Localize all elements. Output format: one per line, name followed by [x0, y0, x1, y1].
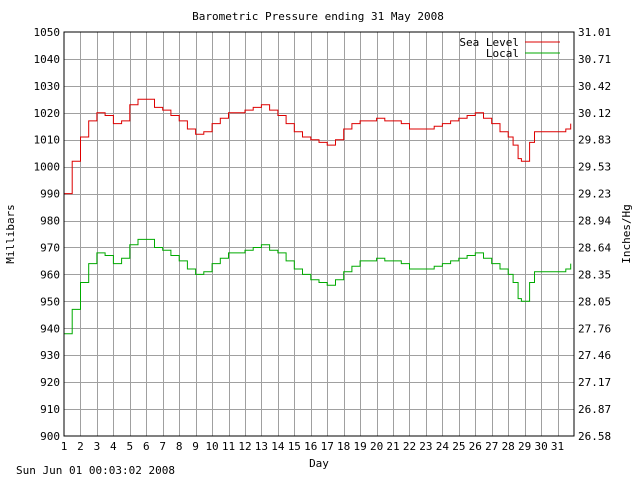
grid [64, 32, 574, 436]
x-tick-label: 13 [255, 440, 268, 453]
legend-label-local: Local [486, 47, 519, 60]
x-tick-label: 10 [205, 440, 218, 453]
y2-tick-label: 29.23 [578, 188, 611, 201]
y2-tick-label: 26.87 [578, 403, 611, 416]
y-tick-label: 1000 [34, 161, 61, 174]
x-tick-label: 29 [518, 440, 531, 453]
y-tick-label: 1030 [34, 80, 61, 93]
y2-tick-label: 30.42 [578, 80, 611, 93]
x-tick-label: 4 [110, 440, 117, 453]
x-tick-label: 1 [61, 440, 68, 453]
y2-tick-label: 27.76 [578, 322, 611, 335]
series-line-sea-level [64, 98, 572, 195]
x-tick-label: 5 [126, 440, 133, 453]
x-tick-label: 15 [288, 440, 301, 453]
y2-tick-label: 30.71 [578, 53, 611, 66]
y-tick-label: 1010 [34, 134, 61, 147]
y2-tick-label: 26.58 [578, 430, 611, 443]
x-tick-label: 3 [94, 440, 101, 453]
x-tick-label: 6 [143, 440, 150, 453]
y-axis-label: Millibars [4, 204, 17, 264]
x-tick-label: 9 [192, 440, 199, 453]
x-tick-labels: 1 2 3 4 5 6 7 8 9 10 11 12 13 14 15 16 17 18 19 20 21 22 23 24 2… [61, 440, 564, 453]
y-tick-label: 960 [40, 268, 60, 281]
x-tick-label: 31 [551, 440, 564, 453]
y-tick-labels: 1050 1040 1030 1020 1010 1000 990 980 970 960 950 9… [34, 26, 61, 443]
x-tick-label: 16 [304, 440, 317, 453]
y2-tick-label: 28.05 [578, 295, 611, 308]
y2-tick-label: 31.01 [578, 26, 611, 39]
x-tick-label: 28 [502, 440, 515, 453]
x-tick-label: 11 [222, 440, 235, 453]
x-tick-label: 17 [321, 440, 334, 453]
x-tick-label: 27 [485, 440, 498, 453]
x-tick-label: 19 [354, 440, 367, 453]
footer-timestamp: Sun Jun 01 00:03:02 2008 [16, 464, 175, 477]
y-tick-label: 980 [40, 215, 60, 228]
plot-frame [63, 31, 575, 437]
x-tick-label: 7 [159, 440, 166, 453]
y-tick-label: 920 [40, 376, 60, 389]
x-tick-label: 8 [176, 440, 183, 453]
series-line-local [64, 238, 572, 335]
x-tick-label: 18 [337, 440, 350, 453]
x-tick-label: 20 [370, 440, 383, 453]
x-tick-label: 2 [77, 440, 84, 453]
x-tick-label: 21 [386, 440, 399, 453]
y-tick-label: 1040 [34, 53, 61, 66]
y-tick-label: 990 [40, 188, 60, 201]
y2-tick-label: 27.46 [578, 349, 611, 362]
y-tick-label: 900 [40, 430, 60, 443]
legend: Sea Level Local [459, 36, 560, 60]
y-tick-label: 910 [40, 403, 60, 416]
y-tick-label: 1050 [34, 26, 61, 39]
y2-tick-label: 28.94 [578, 215, 611, 228]
y-tick-label: 950 [40, 295, 60, 308]
x-tick-label: 30 [534, 440, 547, 453]
y-tick-label: 940 [40, 322, 60, 335]
y2-tick-label: 28.64 [578, 241, 611, 254]
y2-tick-label: 29.83 [578, 134, 611, 147]
x-axis-label: Day [309, 457, 329, 470]
x-tick-label: 25 [452, 440, 465, 453]
x-tick-label: 12 [238, 440, 251, 453]
x-tick-label: 26 [469, 440, 482, 453]
y2-tick-label: 27.17 [578, 376, 611, 389]
y2-tick-labels: 31.01 30.71 30.42 30.12 29.83 29.53 29.23 28.94… [578, 26, 611, 443]
y2-tick-label: 29.53 [578, 161, 611, 174]
y2-axis-label: Inches/Hg [620, 204, 633, 264]
y2-tick-label: 30.12 [578, 107, 611, 120]
y-tick-label: 930 [40, 349, 60, 362]
legend-label-sea-level: Sea Level [459, 36, 519, 49]
chart-title: Barometric Pressure ending 31 May 2008 [192, 10, 444, 23]
x-tick-label: 22 [403, 440, 416, 453]
x-tick-label: 23 [419, 440, 432, 453]
y-tick-label: 970 [40, 241, 60, 254]
x-tick-label: 24 [436, 440, 450, 453]
y-tick-label: 1020 [34, 107, 61, 120]
series-layer [64, 98, 572, 335]
x-tick-label: 14 [271, 440, 285, 453]
y2-tick-label: 28.35 [578, 268, 611, 281]
